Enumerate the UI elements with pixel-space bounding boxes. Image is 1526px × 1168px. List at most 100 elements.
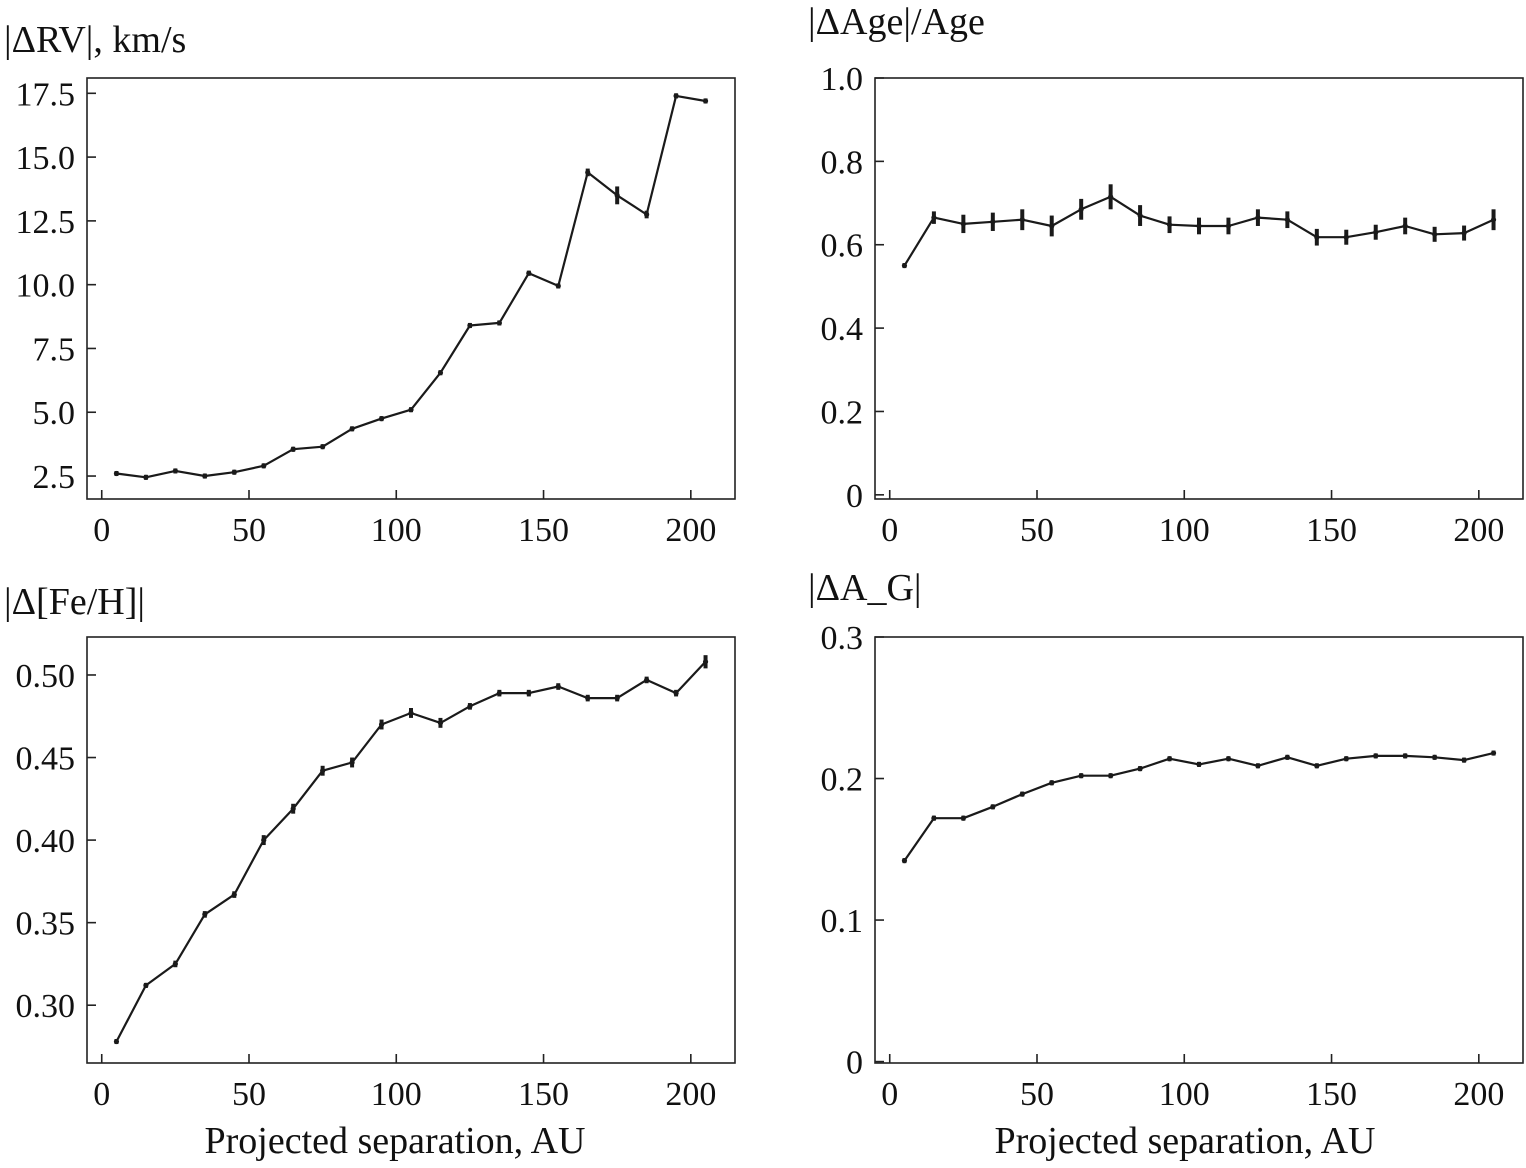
ag-x-axis-title: Projected separation, AU	[995, 1120, 1376, 1162]
age-data-point	[1078, 206, 1084, 212]
rv-data-point	[113, 470, 120, 477]
ag-x-tick-label: 50	[1020, 1076, 1054, 1113]
rv-panel: 0 50 100 150 200 2.5 5.0 7.5 10.0 12.5 15.0 17.5	[16, 76, 736, 549]
age-data-point	[1049, 223, 1055, 229]
age-data-point	[1225, 223, 1232, 229]
ag-x-tick-label: 0	[881, 1076, 898, 1113]
rv-y-tick-label: 10.0	[16, 268, 76, 305]
rv-plot-frame	[86, 77, 736, 500]
feh-x-tick-label: 0	[93, 1076, 110, 1113]
rv-data-point	[290, 446, 296, 452]
ag-data-point	[1402, 753, 1408, 759]
feh-y-tick-label: 0.35	[16, 906, 76, 943]
age-x-tick-label: 100	[1159, 512, 1210, 549]
rv-data-point	[261, 463, 267, 469]
ag-x-tick-label: 200	[1453, 1076, 1504, 1113]
rv-x-tick-label: 200	[665, 512, 716, 549]
feh-y-tick-label: 0.45	[16, 741, 76, 778]
ag-data-point	[1078, 773, 1084, 779]
feh-data-point	[673, 690, 679, 696]
ag-data-point	[1343, 756, 1349, 762]
ag-y-tick-label: 0.3	[821, 620, 864, 657]
age-x-tick-label: 50	[1020, 512, 1054, 549]
ag-data-point	[1432, 754, 1438, 760]
feh-data-point	[467, 703, 473, 709]
feh-data-point	[320, 768, 326, 774]
feh-data-point	[113, 1038, 120, 1045]
ag-data-point	[1196, 761, 1202, 767]
rv-data-point	[320, 444, 326, 450]
ag-y-tick-label: 0.2	[821, 762, 864, 799]
rv-data-point	[614, 192, 620, 198]
age-y-tick-label: 0.4	[821, 311, 864, 348]
age-data-point	[1196, 223, 1202, 229]
age-data-point	[901, 262, 908, 269]
ag-panel: 0 50 100 150 200 0 0.1 0.2 0.3	[821, 620, 1524, 1113]
ag-y-tick-label: 0.1	[821, 903, 864, 940]
feh-data-point	[496, 690, 502, 696]
rv-data-point	[673, 93, 679, 99]
ag-data-point	[990, 804, 996, 810]
ag-y-tick-label: 0	[846, 1045, 863, 1082]
age-data-point	[1137, 212, 1143, 219]
rv-x-tick-label: 0	[93, 512, 110, 549]
rv-data-point	[467, 322, 473, 329]
feh-data-point	[526, 690, 532, 696]
rv-y-tick-label: 15.0	[16, 140, 76, 177]
age-data-point	[1343, 234, 1349, 240]
ag-plot-frame	[874, 636, 1524, 1064]
age-y-tick-label: 0	[846, 478, 863, 515]
feh-data-point	[261, 837, 267, 843]
feh-y-tick-label: 0.30	[16, 988, 76, 1025]
feh-data-point	[143, 982, 149, 988]
rv-data-point	[349, 426, 355, 432]
age-y-tick-label: 0.2	[821, 394, 864, 431]
age-data-point	[1019, 217, 1025, 223]
age-data-point	[931, 215, 937, 221]
ag-x-tick-label: 150	[1306, 1076, 1357, 1113]
age-data-point	[1490, 217, 1497, 223]
feh-y-tick-label: 0.50	[16, 658, 76, 695]
rv-panel-title: |ΔRV|, km/s	[4, 19, 186, 61]
rv-data-point	[702, 98, 709, 104]
rv-data-point	[555, 283, 561, 289]
ag-data-point	[960, 815, 966, 821]
rv-y-tick-label: 5.0	[33, 395, 76, 432]
age-y-tick-label: 0.8	[821, 144, 864, 181]
feh-data-point	[555, 683, 561, 690]
age-plot-frame	[874, 77, 1524, 500]
age-data-point	[960, 221, 966, 227]
rv-data-point	[496, 320, 502, 326]
ag-data-point	[1137, 766, 1143, 772]
rv-data-point	[526, 270, 532, 276]
rv-series-line	[116, 94, 706, 479]
rv-data-point	[644, 211, 650, 218]
ag-x-tick-label: 100	[1159, 1076, 1210, 1113]
age-y-tick-label: 0.6	[821, 228, 864, 265]
rv-x-tick-label: 150	[518, 512, 569, 549]
feh-data-point	[408, 710, 414, 716]
rv-data-point	[408, 407, 414, 413]
feh-panel: 0 50 100 150 200 0.30 0.35 0.40 0.45 0.50	[16, 636, 736, 1113]
feh-panel-title: |Δ[Fe/H]|	[4, 581, 145, 623]
age-y-tick-label: 1.0	[821, 61, 864, 98]
ag-data-point	[1108, 773, 1114, 779]
feh-x-tick-label: 200	[665, 1076, 716, 1113]
feh-x-tick-label: 50	[232, 1076, 266, 1113]
rv-data-point	[378, 416, 385, 422]
feh-data-point	[172, 961, 178, 967]
feh-data-point	[585, 695, 591, 701]
rv-data-point	[585, 169, 591, 176]
ag-data-point	[1314, 763, 1320, 769]
feh-x-tick-label: 100	[371, 1076, 422, 1113]
rv-data-point	[231, 469, 237, 475]
age-x-tick-label: 200	[1453, 512, 1504, 549]
age-data-point	[1461, 230, 1467, 236]
feh-data-point	[349, 759, 355, 766]
ag-data-point	[1019, 791, 1025, 797]
rv-y-tick-label: 17.5	[16, 76, 76, 113]
age-panel-title: |ΔAge|/Age	[808, 1, 985, 43]
feh-data-point	[231, 891, 237, 898]
ag-data-point	[1225, 756, 1232, 762]
